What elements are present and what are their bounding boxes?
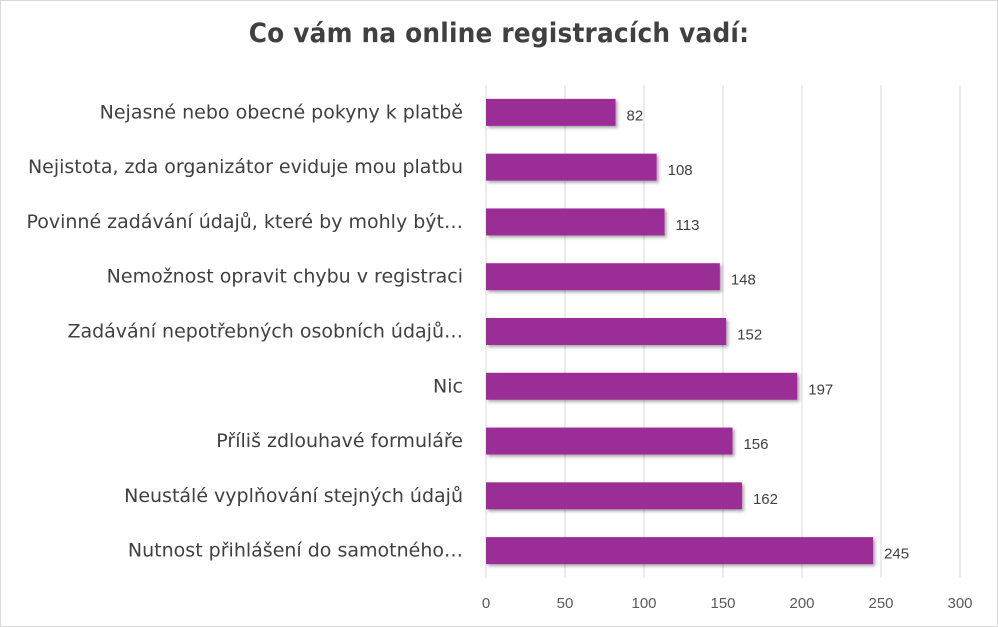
data-label: 113 (676, 217, 700, 234)
labels: 0 50 100 150 200 250 300 Nejasné nebo obecné po… (26, 101, 972, 612)
data-label: 148 (731, 272, 756, 289)
category-label: Nejasné nebo obecné pokyny k platbě (100, 101, 463, 123)
category-label: Nutnost přihlášení do samotného… (128, 540, 463, 562)
data-label: 162 (753, 491, 778, 508)
category-label: Příliš zdlouhavé formuláře (216, 430, 463, 452)
bar (486, 482, 742, 510)
bar (486, 427, 733, 455)
data-label: 156 (743, 436, 768, 453)
x-tick-label: 250 (868, 595, 893, 612)
bar (486, 208, 665, 236)
bar (486, 372, 798, 400)
bars (486, 98, 874, 565)
x-tick-label: 200 (789, 595, 814, 612)
data-label: 82 (627, 107, 644, 124)
bar (486, 153, 657, 181)
bar (486, 263, 720, 291)
x-tick-label: 50 (557, 595, 574, 612)
x-tick-label: 0 (482, 595, 490, 612)
category-label: Nejistota, zda organizátor eviduje mou p… (28, 156, 463, 178)
data-label: 245 (884, 546, 909, 563)
data-label: 197 (808, 381, 833, 398)
category-label: Nic (433, 375, 463, 397)
data-label: 108 (668, 162, 693, 179)
category-label: Neustálé vyplňování stejných údajů (124, 485, 463, 507)
chart-title: Co vám na online registracích vadí: (248, 18, 750, 49)
x-tick-label: 150 (710, 595, 735, 612)
x-tick-label: 100 (631, 595, 656, 612)
data-label: 152 (737, 327, 762, 344)
x-tick-label: 300 (947, 595, 972, 612)
category-label: Zadávání nepotřebných osobních údajů… (67, 321, 463, 343)
category-label: Povinné zadávání údajů, které by mohly b… (26, 211, 463, 233)
category-label: Nemožnost opravit chybu v registraci (107, 266, 463, 288)
bar (486, 537, 874, 565)
bar (486, 98, 616, 126)
bar (486, 318, 727, 345)
